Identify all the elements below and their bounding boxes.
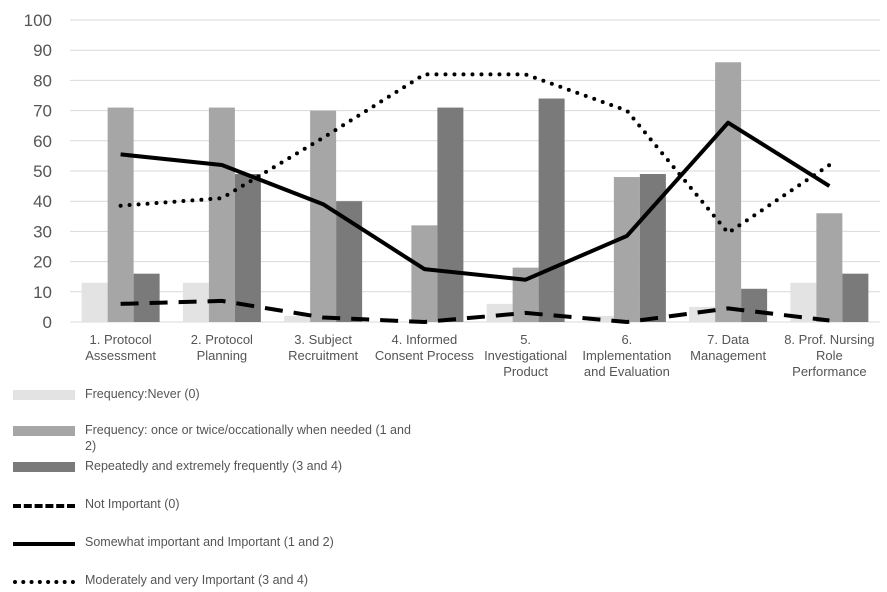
gridlines xyxy=(70,19,880,323)
bar xyxy=(613,177,640,322)
bar xyxy=(208,107,235,322)
y-axis-ticks: 0 10 20 30 40 50 60 70 80 90 100 xyxy=(24,11,52,332)
x-tick-label-line: Investigational xyxy=(484,348,567,363)
y-tick-label: 30 xyxy=(33,222,52,241)
x-tick-label-line: 8. Prof. Nursing xyxy=(784,332,874,347)
legend-label: Somewhat important and Important (1 and … xyxy=(85,535,334,549)
x-tick-label: 2. Protocol Planning xyxy=(191,332,253,363)
lines xyxy=(118,72,832,324)
bar xyxy=(234,174,261,322)
legend: Frequency:Never (0) Frequency: once or t… xyxy=(10,386,480,592)
x-tick-label: 1. Protocol Assessment xyxy=(85,332,156,363)
x-tick-label: 8. Prof. Nursing Role Performance xyxy=(784,332,874,379)
x-tick-label-line: Management xyxy=(690,348,766,363)
x-tick-label-line: 5. xyxy=(520,332,531,347)
y-tick-label: 70 xyxy=(33,102,52,121)
y-tick-label: 10 xyxy=(33,283,52,302)
bar xyxy=(741,288,768,322)
x-tick-label-line: 7. Data xyxy=(707,332,750,347)
legend-label: Frequency: once or twice/occationally wh… xyxy=(85,423,411,453)
x-tick-label-line: Planning xyxy=(197,348,248,363)
x-tick-label-line: 1. Protocol xyxy=(90,332,152,347)
x-tick-label: 4. Informed Consent Process xyxy=(375,332,474,363)
legend-swatch-occasional xyxy=(13,426,75,436)
x-tick-label-line: Role xyxy=(816,348,843,363)
x-tick-label-line: Recruitment xyxy=(288,348,358,363)
x-tick-label-line: Performance xyxy=(792,364,866,379)
bar xyxy=(411,225,438,322)
x-tick-label-line: 2. Protocol xyxy=(191,332,253,347)
x-axis-ticks: 1. Protocol Assessment 2. Protocol Planning… xyxy=(85,332,874,379)
bar xyxy=(81,282,108,322)
bar xyxy=(437,107,464,322)
x-tick-label-line: Assessment xyxy=(85,348,156,363)
x-tick-label: 5. Investigational Product xyxy=(484,332,567,379)
legend-label: Repeatedly and extremely frequently (3 a… xyxy=(85,459,343,473)
bar xyxy=(107,107,134,322)
y-tick-label: 60 xyxy=(33,132,52,151)
x-tick-label-line: Consent Process xyxy=(375,348,474,363)
legend-label: Moderately and very Important (3 and 4) xyxy=(85,573,309,587)
bar xyxy=(310,110,337,322)
x-tick-label-line: and Evaluation xyxy=(584,364,670,379)
y-tick-label: 0 xyxy=(43,313,52,332)
bar xyxy=(133,273,160,322)
x-tick-label: 3. Subject Recruitment xyxy=(288,332,358,363)
y-tick-label: 100 xyxy=(24,11,52,30)
bars xyxy=(81,62,869,323)
legend-swatch-very-important xyxy=(13,580,75,584)
y-tick-label: 80 xyxy=(33,71,52,90)
bar xyxy=(842,273,869,322)
legend-label: Not Important (0) xyxy=(85,497,180,511)
legend-item-never: Frequency:Never (0) xyxy=(10,386,480,422)
y-tick-label: 50 xyxy=(33,162,52,181)
y-tick-label: 40 xyxy=(33,192,52,211)
legend-item-not-important: Not Important (0) xyxy=(10,496,480,534)
x-tick-label: 6. Implementation and Evaluation xyxy=(582,332,671,379)
bar xyxy=(538,98,565,323)
series-line xyxy=(120,120,831,282)
legend-swatch-not-important xyxy=(13,504,75,508)
bar xyxy=(284,315,311,322)
legend-swatch-frequent xyxy=(13,462,75,472)
x-tick-label: 7. Data Management xyxy=(690,332,766,363)
chart: 0 10 20 30 40 50 60 70 80 90 100 1. Protocol Assess… xyxy=(24,11,880,379)
bar xyxy=(816,213,843,322)
legend-swatch-somewhat-important xyxy=(13,542,75,546)
legend-swatch-never xyxy=(13,390,75,400)
y-tick-label: 20 xyxy=(33,253,52,272)
x-tick-label-line: 3. Subject xyxy=(294,332,352,347)
bar xyxy=(715,62,742,322)
bar xyxy=(587,315,614,322)
x-tick-label-line: 6. xyxy=(621,332,632,347)
series-line xyxy=(120,298,830,324)
legend-item-somewhat-important: Somewhat important and Important (1 and … xyxy=(10,534,480,572)
legend-item-occasional: Frequency: once or twice/occationally wh… xyxy=(10,422,480,458)
x-tick-label-line: Product xyxy=(503,364,548,379)
legend-item-very-important: Moderately and very Important (3 and 4) xyxy=(10,572,480,592)
legend-label: Frequency:Never (0) xyxy=(85,387,200,401)
x-tick-label-line: Implementation xyxy=(582,348,671,363)
x-tick-label-line: 4. Informed xyxy=(391,332,457,347)
bar xyxy=(486,303,513,322)
legend-item-frequent: Repeatedly and extremely frequently (3 a… xyxy=(10,458,480,496)
y-tick-label: 90 xyxy=(33,41,52,60)
